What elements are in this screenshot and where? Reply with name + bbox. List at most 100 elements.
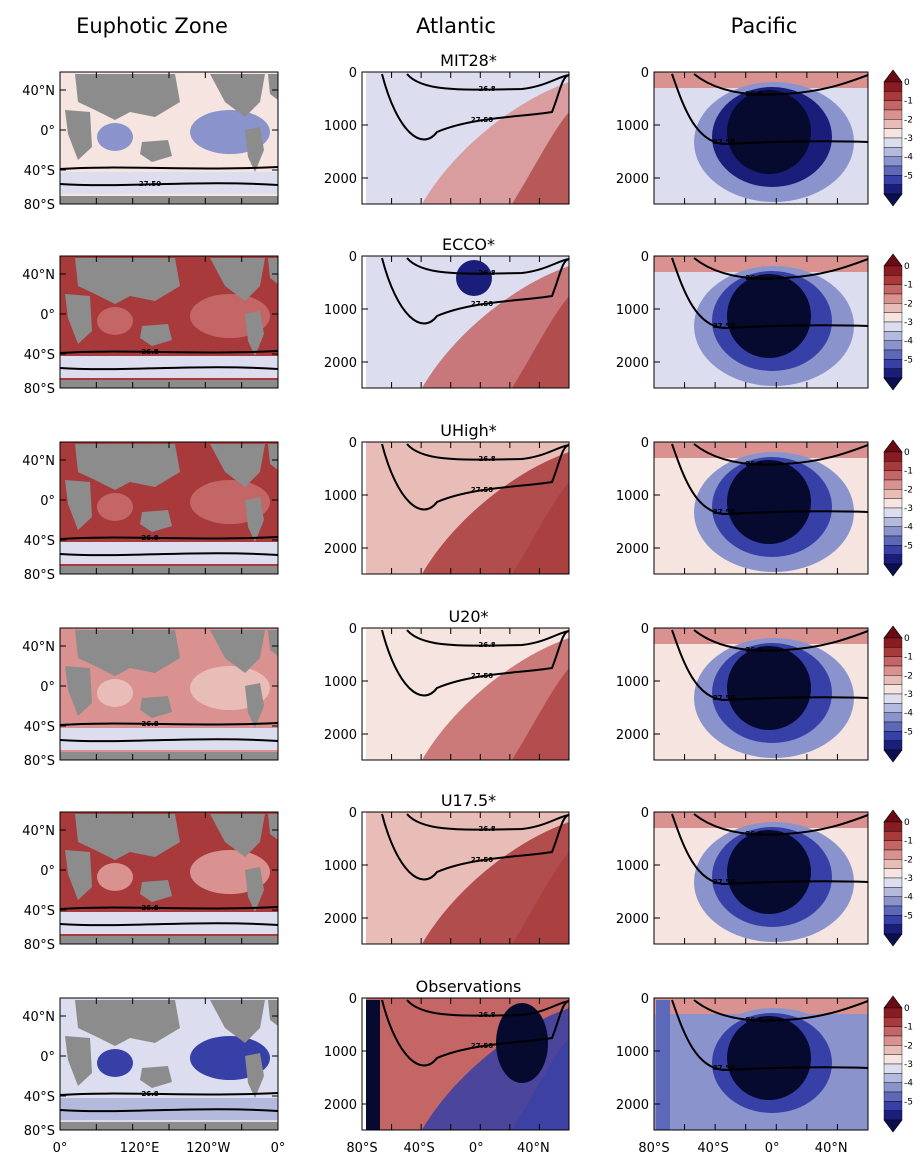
- colorbar-swatch: [883, 470, 903, 481]
- depth-tick-label: 0: [641, 622, 649, 637]
- colorbar: 0 -1 -2 -3 -4 -5: [883, 995, 913, 1133]
- colorbar-swatch: [883, 498, 903, 509]
- euphotic-map-panel: 27.50 40°N 0° 40°S 80°S: [22, 71, 279, 213]
- land-mass: [210, 444, 265, 487]
- observed-band: [364, 1000, 380, 1130]
- lat-tick-label: 40°N: [22, 84, 55, 99]
- lat-tick-label: 40°N: [22, 1010, 55, 1025]
- lat-tick-label: 40°N: [22, 454, 55, 469]
- row-title: UHigh*: [440, 421, 496, 440]
- colorbar-swatch: [883, 1054, 903, 1065]
- contour-27-50: [671, 813, 869, 886]
- pacific-lat-tick-label: 40°N: [815, 1141, 848, 1156]
- atlantic-section-panel: 27.50 26.8 0 1000 2000: [324, 622, 570, 761]
- land-mass: [245, 867, 264, 912]
- contour-26-8: [693, 813, 869, 836]
- depth-tick-label: 1000: [616, 1045, 649, 1060]
- colorbar-label: -5: [904, 541, 913, 551]
- lon-tick-label: 0°: [53, 1141, 68, 1156]
- depth-tick-label: 1000: [324, 1045, 357, 1060]
- pacific-frame: [653, 997, 869, 1131]
- colorbar-label: -2: [904, 855, 913, 865]
- colorbar-swatch: [883, 137, 903, 148]
- contour-label: 27.50: [139, 180, 161, 188]
- depth-tick-label: 2000: [324, 728, 357, 743]
- land-mass: [140, 880, 172, 902]
- colorbar-label: -4: [904, 153, 913, 163]
- contour-26-8: [406, 999, 570, 1017]
- pacific-section-panel: 27.50 26.8 0 1000 2000: [616, 66, 869, 205]
- lat-tick-label: 0°: [40, 494, 55, 509]
- indian-anomaly: [97, 493, 133, 521]
- depth-tick-label: 1000: [324, 675, 357, 690]
- indian-anomaly: [97, 307, 133, 335]
- deep-anomaly-core: [512, 112, 569, 204]
- row-title: U20*: [448, 607, 488, 626]
- colorbar-swatch: [883, 1007, 903, 1018]
- panel-row: ECCO* 26.8 40°N 0° 40°S 80°S 27.50 26.8 0 1000 200…: [22, 235, 913, 397]
- lat-tick-label: 40°N: [22, 640, 55, 655]
- contour-label: 27.50: [713, 138, 735, 146]
- colorbar-swatch: [883, 507, 903, 518]
- euphotic-map-panel: 26.8 40°N 0° 40°S 80°S: [22, 811, 279, 953]
- colorbar-swatch: [883, 284, 903, 295]
- colorbar-label: -5: [904, 171, 913, 181]
- colorbar-swatch: [883, 693, 903, 704]
- colorbar-top-arrow: [883, 253, 903, 267]
- land-mass: [268, 74, 278, 100]
- colorbar-swatch: [883, 905, 903, 916]
- land-mass: [245, 311, 264, 356]
- contour-27-50: [381, 73, 570, 141]
- depth-tick-label: 2000: [324, 356, 357, 371]
- colorbar-label: -4: [904, 523, 913, 533]
- colorbar-swatch: [883, 859, 903, 869]
- colorbar-label: -5: [904, 727, 913, 737]
- colorbar-swatch: [883, 740, 903, 751]
- colorbar-label: 0: [904, 818, 910, 828]
- contour-label: 26.8: [745, 646, 762, 654]
- colorbar-swatch: [883, 184, 903, 195]
- contour-26-8: [406, 443, 570, 461]
- contour-label: 26.8: [141, 348, 158, 356]
- panel-row: Observations 26.8 40°N 0° 40°S 80°S 27.50 26.8 0…: [22, 977, 913, 1139]
- colorbar-label: -5: [904, 1097, 913, 1107]
- colorbar-swatch: [883, 656, 903, 667]
- depth-tick-label: 0: [641, 66, 649, 81]
- lat-tick-label: 40°N: [22, 824, 55, 839]
- contour-label: 26.8: [478, 85, 495, 93]
- colorbar-bottom-arrow: [883, 1119, 903, 1133]
- observed-core: [496, 1003, 548, 1083]
- colorbar-swatch: [883, 331, 903, 341]
- colorbar-label: -2: [904, 1041, 913, 1051]
- contour-label: 27.50: [713, 322, 735, 330]
- contour-label: 26.8: [141, 904, 158, 912]
- depth-tick-label: 1000: [616, 675, 649, 690]
- atlantic-section-panel: 27.50 26.8 0 1000 2000: [324, 250, 570, 389]
- contour-26-8: [406, 73, 570, 91]
- pacific-section-panel: 27.50 26.8 0 1000 2000: [616, 992, 869, 1131]
- contour-label: 26.8: [478, 1011, 495, 1019]
- deep-anomaly-core: [512, 852, 569, 944]
- contour-27-50: [381, 443, 570, 511]
- contour-label: 26.8: [745, 460, 762, 468]
- deep-anomaly-core: [512, 1038, 569, 1130]
- land-mass: [75, 258, 180, 304]
- depth-tick-label: 0: [641, 436, 649, 451]
- colorbar-swatch: [883, 924, 903, 935]
- colorbar-swatch: [883, 147, 903, 157]
- contour-label: 26.8: [745, 1016, 762, 1024]
- colorbar-swatch: [883, 451, 903, 462]
- land-mass: [210, 1000, 265, 1043]
- depth-tick-label: 2000: [616, 542, 649, 557]
- depth-tick-label: 0: [349, 806, 357, 821]
- atlantic-lat-tick-label: 40°N: [517, 1141, 550, 1156]
- pacific-frame: [653, 255, 869, 389]
- contour-label: 27.50: [471, 116, 493, 124]
- land-mass: [268, 444, 278, 470]
- deep-anomaly-core: [512, 482, 569, 574]
- core-inner: [727, 646, 811, 730]
- colorbar-swatch: [883, 1045, 903, 1055]
- colorbar-swatch: [883, 349, 903, 360]
- land-mass: [245, 683, 264, 728]
- colorbar-swatch: [883, 1101, 903, 1111]
